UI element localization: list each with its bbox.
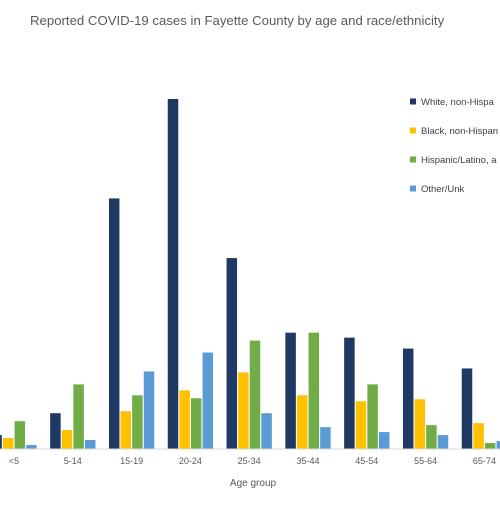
bars-layer <box>0 99 500 450</box>
chart-title: Reported COVID-19 cases in Fayette Count… <box>30 13 445 28</box>
bar-3-series-4 <box>143 371 155 449</box>
x-tick-label: <5 <box>9 456 19 466</box>
x-tick-label: 25-34 <box>238 456 261 466</box>
bar-6-series-1 <box>285 332 296 449</box>
bar-5-series-2 <box>238 372 249 449</box>
bar-8-series-1 <box>402 348 414 449</box>
bar-5-series-4 <box>261 413 272 449</box>
bar-9-series-1 <box>461 368 473 449</box>
bar-9-series-3 <box>484 443 496 449</box>
bar-9-series-2 <box>473 423 484 449</box>
bar-7-series-3 <box>367 384 378 449</box>
legend: White, non-Hispa Black, non-Hispan Hispani… <box>410 97 498 195</box>
x-tick-label: 5-14 <box>64 456 82 466</box>
bar-7-series-1 <box>344 337 355 449</box>
x-tick-label: 55-64 <box>414 456 437 466</box>
bar-4-series-2 <box>179 390 190 449</box>
x-tick-label: 45-54 <box>355 456 378 466</box>
bar-7-series-2 <box>355 401 367 449</box>
bar-6-series-4 <box>320 427 331 450</box>
bar-9-series-4 <box>496 441 500 449</box>
bar-8-series-4 <box>437 435 449 449</box>
bar-8-series-2 <box>414 399 426 449</box>
bar-8-series-3 <box>426 425 437 449</box>
bar-3-series-1 <box>108 198 120 449</box>
legend-label: Other/Unk <box>421 184 465 195</box>
x-tick-label: 15-19 <box>120 456 143 466</box>
legend-label: Black, non-Hispan <box>421 126 498 137</box>
bar-2-series-3 <box>73 384 84 449</box>
bar-7-series-4 <box>378 432 390 449</box>
bar-1-series-3 <box>14 421 26 449</box>
bar-2-series-1 <box>50 413 61 449</box>
bar-3-series-2 <box>120 411 132 449</box>
x-tick-labels: <5 5-14 15-19 20-24 25-34 35-44 45-54 55-64 65-7… <box>9 456 496 466</box>
x-tick-label: 65-74 <box>473 456 496 466</box>
bar-2-series-2 <box>61 430 73 449</box>
legend-label: White, non-Hispa <box>421 97 495 108</box>
legend-swatch <box>410 156 416 163</box>
bar-6-series-2 <box>296 395 308 449</box>
bar-5-series-3 <box>249 340 261 449</box>
legend-label: Hispanic/Latino, a <box>421 155 497 166</box>
legend-swatch <box>410 185 416 192</box>
bar-4-series-1 <box>167 99 179 449</box>
x-axis-label: Age group <box>230 478 277 489</box>
x-tick-label: 20-24 <box>179 456 202 466</box>
bar-3-series-3 <box>132 395 143 449</box>
bar-1-series-1 <box>0 435 2 449</box>
bar-1-series-4 <box>26 445 37 449</box>
bar-2-series-4 <box>84 440 96 449</box>
bar-6-series-3 <box>308 332 320 449</box>
bar-4-series-4 <box>202 352 214 449</box>
bar-5-series-1 <box>226 258 238 449</box>
x-tick-label: 35-44 <box>296 456 319 466</box>
bar-1-series-2 <box>2 438 14 449</box>
legend-swatch <box>410 127 416 134</box>
bar-4-series-3 <box>190 398 202 449</box>
legend-swatch <box>410 98 416 105</box>
